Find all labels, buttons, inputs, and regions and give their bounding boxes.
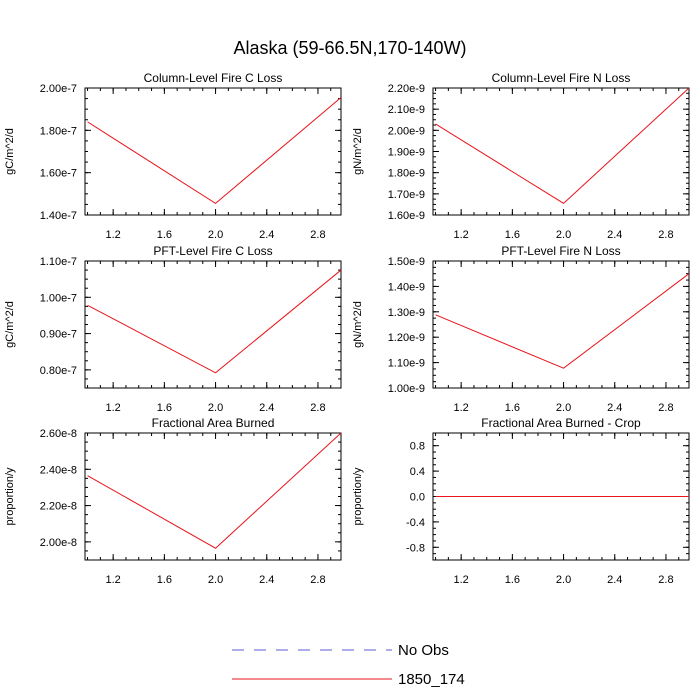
y-tick-label: 1.50e-9 xyxy=(388,256,425,268)
series-line-1850-174 xyxy=(87,97,342,204)
x-tick-label: 1.6 xyxy=(505,574,520,586)
series-line-1850-174 xyxy=(435,273,690,369)
x-tick-label: 2.0 xyxy=(556,574,571,586)
x-tick-label: 1.6 xyxy=(505,402,520,414)
y-tick-label: 1.20e-9 xyxy=(388,332,425,344)
x-tick-label: 2.4 xyxy=(607,574,622,586)
x-tick-label: 2.0 xyxy=(556,229,571,241)
y-tick-label: 0.4 xyxy=(410,466,425,478)
panel-title: Column-Level Fire N Loss xyxy=(492,71,631,85)
series-line-1850-174 xyxy=(87,432,342,549)
x-tick-label: 1.2 xyxy=(454,402,469,414)
y-tick-label: 1.60e-7 xyxy=(40,168,77,180)
panel-title: Column-Level Fire C Loss xyxy=(144,71,283,85)
legend-label-1850-174: 1850_174 xyxy=(398,671,465,688)
x-tick-label: 2.4 xyxy=(607,402,622,414)
x-tick-label: 1.6 xyxy=(157,574,172,586)
y-tick-label: 2.20e-9 xyxy=(388,83,425,95)
y-tick-label: 1.10e-9 xyxy=(388,358,425,370)
y-tick-label: 1.10e-7 xyxy=(40,256,77,268)
chart-panel-column-level-fire-c-loss: Column-Level Fire C Loss gC/m^2/d 1.2 1.6 2.… xyxy=(4,71,342,241)
y-axis-label: proportion/y xyxy=(4,467,16,526)
y-tick-label: 2.40e-8 xyxy=(40,464,77,476)
panel-title: Fractional Area Burned xyxy=(152,416,275,430)
y-tick-label: 1.90e-9 xyxy=(388,147,425,159)
x-tick-label: 1.6 xyxy=(157,402,172,414)
chart-panel-column-level-fire-n-loss: Column-Level Fire N Loss gN/m^2/d 1.2 1.6 2.… xyxy=(352,71,690,241)
y-tick-label: 1.00e-9 xyxy=(388,383,425,395)
panel-title: Fractional Area Burned - Crop xyxy=(481,416,641,430)
y-axis-label: gN/m^2/d xyxy=(352,301,364,348)
y-tick-label: 1.80e-9 xyxy=(388,168,425,180)
x-tick-label: 1.2 xyxy=(106,402,121,414)
plot-frame xyxy=(432,87,690,216)
x-tick-label: 2.8 xyxy=(658,402,673,414)
y-tick-label: 0.0 xyxy=(410,492,425,504)
panel-grid: Column-Level Fire C Loss gC/m^2/d 1.2 1.6 2.… xyxy=(4,71,690,586)
y-tick-label: 1.80e-7 xyxy=(40,125,77,137)
chart-panel-pft-level-fire-n-loss: PFT-Level Fire N Loss gN/m^2/d 1.2 1.6 2.0 2.… xyxy=(352,244,690,414)
y-tick-label: 1.60e-9 xyxy=(388,210,425,222)
x-tick-label: 2.8 xyxy=(658,229,673,241)
y-tick-label: 1.70e-9 xyxy=(388,189,425,201)
x-tick-label: 2.4 xyxy=(259,229,274,241)
series-line-1850-174 xyxy=(87,269,342,374)
y-tick-label: 2.00e-9 xyxy=(388,125,425,137)
y-tick-label: 1.40e-9 xyxy=(388,281,425,293)
x-tick-label: 2.4 xyxy=(259,402,274,414)
y-tick-label: 0.90e-7 xyxy=(40,329,77,341)
chart-panel-fractional-area-burned-crop: Fractional Area Burned - Crop proportion/… xyxy=(352,416,690,586)
chart-panel-fractional-area-burned: Fractional Area Burned proportion/y 1.2 1.6… xyxy=(4,416,342,586)
y-tick-label: 2.10e-9 xyxy=(388,104,425,116)
legend-label-no-obs: No Obs xyxy=(398,642,449,659)
legend: No Obs 1850_174 xyxy=(232,642,465,688)
y-tick-label: 1.00e-7 xyxy=(40,292,77,304)
x-tick-label: 1.2 xyxy=(454,229,469,241)
x-tick-label: 1.2 xyxy=(454,574,469,586)
y-tick-label: 0.8 xyxy=(410,441,425,453)
series-line-1850-174 xyxy=(435,87,690,204)
plot-frame xyxy=(432,260,690,389)
y-axis-label: gN/m^2/d xyxy=(352,128,364,175)
y-axis-label: proportion/y xyxy=(352,467,364,526)
x-tick-label: 1.6 xyxy=(505,229,520,241)
x-tick-label: 2.0 xyxy=(208,229,223,241)
plot-frame xyxy=(84,87,342,216)
y-tick-label: 1.40e-7 xyxy=(40,210,77,222)
x-tick-label: 2.0 xyxy=(208,574,223,586)
figure-title: Alaska (59-66.5N,170-140W) xyxy=(233,38,466,58)
y-tick-label: 2.20e-8 xyxy=(40,501,77,513)
x-tick-label: 2.8 xyxy=(310,574,325,586)
y-tick-label: 0.80e-7 xyxy=(40,365,77,377)
x-tick-label: 1.2 xyxy=(106,574,121,586)
panel-title: PFT-Level Fire N Loss xyxy=(501,244,620,258)
panel-title: PFT-Level Fire C Loss xyxy=(153,244,272,258)
x-tick-label: 2.8 xyxy=(310,402,325,414)
y-tick-label: -0.8 xyxy=(406,542,425,554)
y-axis-label: gC/m^2/d xyxy=(4,128,16,175)
y-tick-label: -0.4 xyxy=(406,517,425,529)
x-tick-label: 2.0 xyxy=(208,402,223,414)
x-tick-label: 2.8 xyxy=(310,229,325,241)
y-tick-label: 2.00e-8 xyxy=(40,537,77,549)
chart-panel-pft-level-fire-c-loss: PFT-Level Fire C Loss gC/m^2/d 1.2 1.6 2.0 2.… xyxy=(4,244,342,414)
x-tick-label: 1.6 xyxy=(157,229,172,241)
y-tick-label: 1.30e-9 xyxy=(388,307,425,319)
x-tick-label: 2.4 xyxy=(607,229,622,241)
y-axis-label: gC/m^2/d xyxy=(4,301,16,348)
x-tick-label: 2.0 xyxy=(556,402,571,414)
y-tick-label: 2.00e-7 xyxy=(40,83,77,95)
y-tick-label: 2.60e-8 xyxy=(40,428,77,440)
x-tick-label: 1.2 xyxy=(106,229,121,241)
x-tick-label: 2.8 xyxy=(658,574,673,586)
x-tick-label: 2.4 xyxy=(259,574,274,586)
